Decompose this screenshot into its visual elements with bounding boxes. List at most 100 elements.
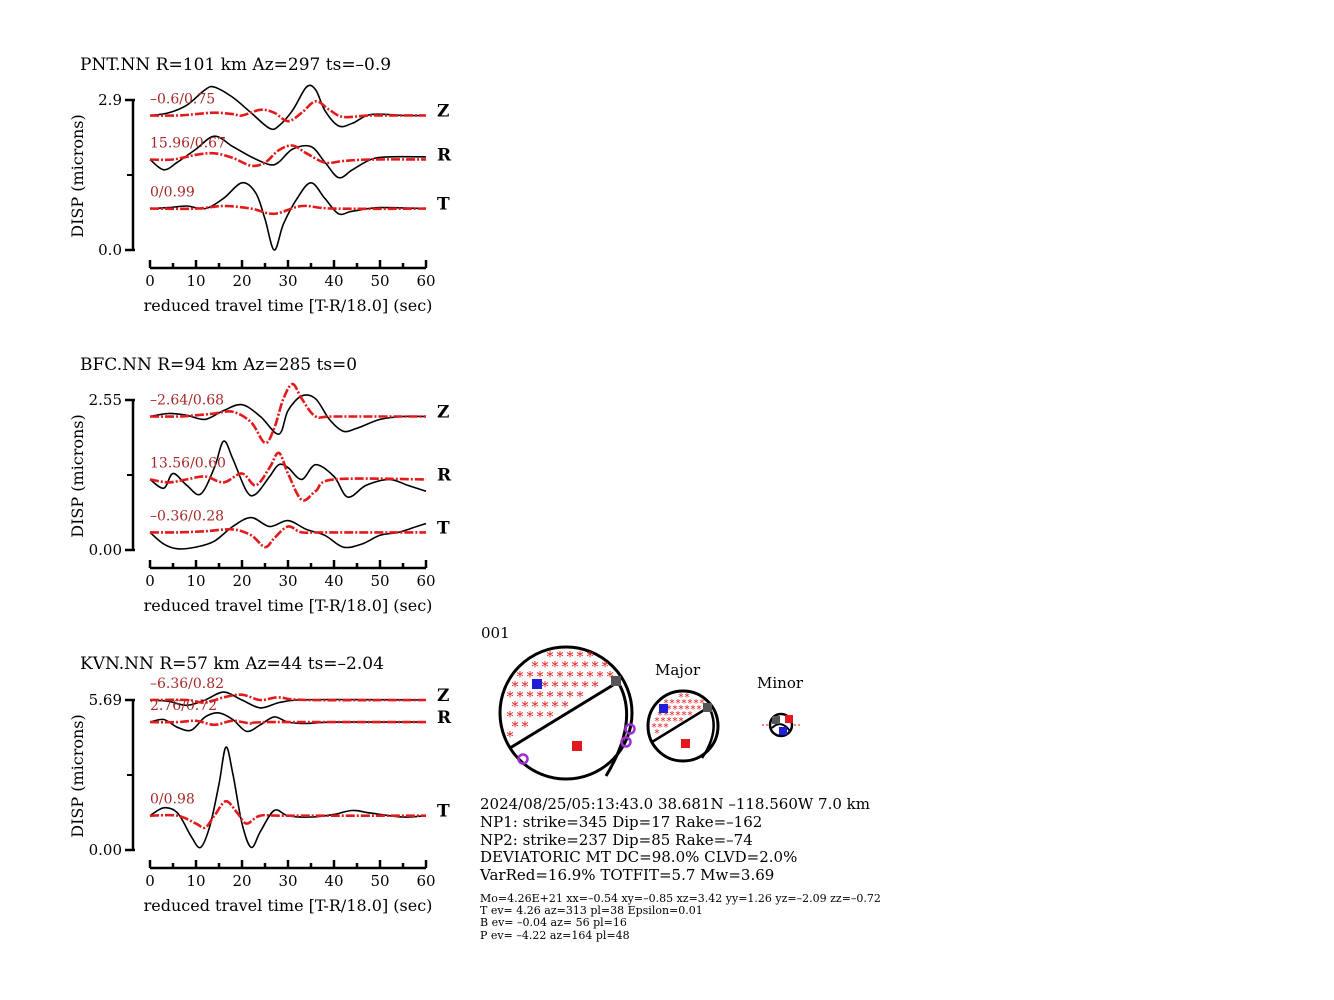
compression-star: * <box>522 720 529 736</box>
nodal-plane <box>771 723 791 732</box>
observed-trace-t <box>149 516 427 550</box>
compression-star: * <box>679 716 684 727</box>
compression-star: * <box>542 700 549 716</box>
compression-star: * <box>700 698 705 709</box>
x-axis-label: reduced travel time [T-R/18.0] (sec) <box>144 296 433 315</box>
nodal-plane-2-text: NP2: strike=237 Dip=85 Rake=–74 <box>480 831 753 849</box>
observed-trace-r <box>149 440 427 498</box>
b-axis-marker <box>703 703 712 712</box>
compression-star: * <box>673 704 678 715</box>
component-name-r: R <box>437 708 452 728</box>
compression-star: * <box>664 722 669 733</box>
x-tick-label: 0 <box>145 572 155 590</box>
component-name-r: R <box>437 465 452 485</box>
event-id: 001 <box>481 624 510 642</box>
component-stats-label: 13.56/0.60 <box>150 455 226 471</box>
major-label: Major <box>655 661 701 679</box>
fit-text: VarRed=16.9% TOTFIT=5.7 Mw=3.69 <box>479 866 774 884</box>
x-tick-label: 20 <box>232 872 251 890</box>
compression-star: * <box>670 710 675 721</box>
compression-star: * <box>562 660 569 676</box>
component-name-t: T <box>437 195 450 215</box>
component-stats-label: 0/0.98 <box>150 792 195 808</box>
compression-star: * <box>597 670 604 686</box>
waveform-panel-pnt: PNT.NN R=101 km Az=297 ts=–0.9 DISP (mic… <box>68 55 452 315</box>
compression-star: * <box>572 680 579 696</box>
compression-star: * <box>658 722 663 733</box>
compression-star: * <box>664 710 669 721</box>
y-tick-label: 2.9 <box>98 91 122 109</box>
minor-label: Minor <box>757 674 804 692</box>
panel-title: BFC.NN R=94 km Az=285 ts=0 <box>80 355 357 375</box>
compression-star: * <box>685 692 690 703</box>
compression-star: * <box>517 710 524 726</box>
compression-star: * <box>512 700 519 716</box>
p-axis-marker <box>779 727 787 735</box>
compression-star: * <box>682 710 687 721</box>
component-name-z: Z <box>437 402 449 422</box>
b-axis-marker <box>611 676 621 686</box>
x-tick-label: 50 <box>370 572 389 590</box>
t-axis-marker <box>785 715 793 723</box>
y-tick-label: 0.0 <box>98 241 122 259</box>
compression-star: * <box>679 692 684 703</box>
y-tick-label: 2.55 <box>89 391 122 409</box>
compression-star: * <box>676 710 681 721</box>
compression-star: * <box>522 680 529 696</box>
compression-star: * <box>694 698 699 709</box>
compression-star: * <box>512 720 519 736</box>
waveform-panel-kvn: KVN.NN R=57 km Az=44 ts=–2.04 DISP (micr… <box>68 654 452 915</box>
compression-star: * <box>522 700 529 716</box>
nodal-plane-1 <box>509 680 619 750</box>
x-tick-label: 20 <box>232 272 251 290</box>
x-tick-label: 50 <box>370 272 389 290</box>
compression-star: * <box>655 728 660 739</box>
compression-star: * <box>527 690 534 706</box>
compression-region: ******************************* <box>652 692 705 739</box>
component-stats-label: –0.36/0.28 <box>150 508 224 524</box>
observed-trace-r <box>149 712 427 733</box>
component-name-r: R <box>437 145 452 165</box>
station-marker <box>517 753 529 765</box>
synthetic-trace-t <box>149 525 426 549</box>
compression-star: * <box>537 670 544 686</box>
compression-star: * <box>567 650 574 666</box>
compression-star: * <box>658 710 663 721</box>
compression-star: * <box>688 710 693 721</box>
compression-star: * <box>517 670 524 686</box>
moment-tensor-text: Mo=4.26E+21 xx=–0.54 xy=–0.85 xz=3.42 yy… <box>480 892 881 905</box>
compression-star: * <box>673 716 678 727</box>
compression-star: * <box>507 710 514 726</box>
observed-trace-r <box>149 135 427 179</box>
x-tick-label: 60 <box>416 272 435 290</box>
compression-star: * <box>547 670 554 686</box>
nodal-plane-1 <box>651 705 710 744</box>
compression-star: * <box>547 710 554 726</box>
compression-star: * <box>592 680 599 696</box>
compression-star: * <box>670 698 675 709</box>
compression-star: * <box>679 704 684 715</box>
synthetic-trace-t <box>149 799 426 830</box>
deviatoric-text: DEVIATORIC MT DC=98.0% CLVD=2.0% <box>480 848 797 866</box>
compression-star: * <box>552 660 559 676</box>
component-stats-label: 2.76/0.72 <box>150 698 217 714</box>
y-tick-label: 0.00 <box>89 841 122 859</box>
full-beachball: * * * * ** * * * * * * ** * * * * * * * * ** * * * * * * ** * * * * * * **… <box>498 645 636 781</box>
compression-star: * <box>527 670 534 686</box>
x-tick-label: 40 <box>324 272 343 290</box>
compression-star: * <box>537 690 544 706</box>
compression-star: * <box>557 670 564 686</box>
compression-star: * <box>562 700 569 716</box>
compression-star: * <box>557 650 564 666</box>
compression-star: * <box>661 716 666 727</box>
compression-star: * <box>691 704 696 715</box>
synthetic-trace-r <box>149 719 427 727</box>
compression-star: * <box>562 680 569 696</box>
compression-star: * <box>507 730 514 746</box>
compression-star: * <box>577 670 584 686</box>
y-tick-label: 0.00 <box>89 541 122 559</box>
x-axis-label: reduced travel time [T-R/18.0] (sec) <box>144 896 433 915</box>
x-tick-label: 10 <box>186 572 205 590</box>
compression-star: * <box>542 660 549 676</box>
